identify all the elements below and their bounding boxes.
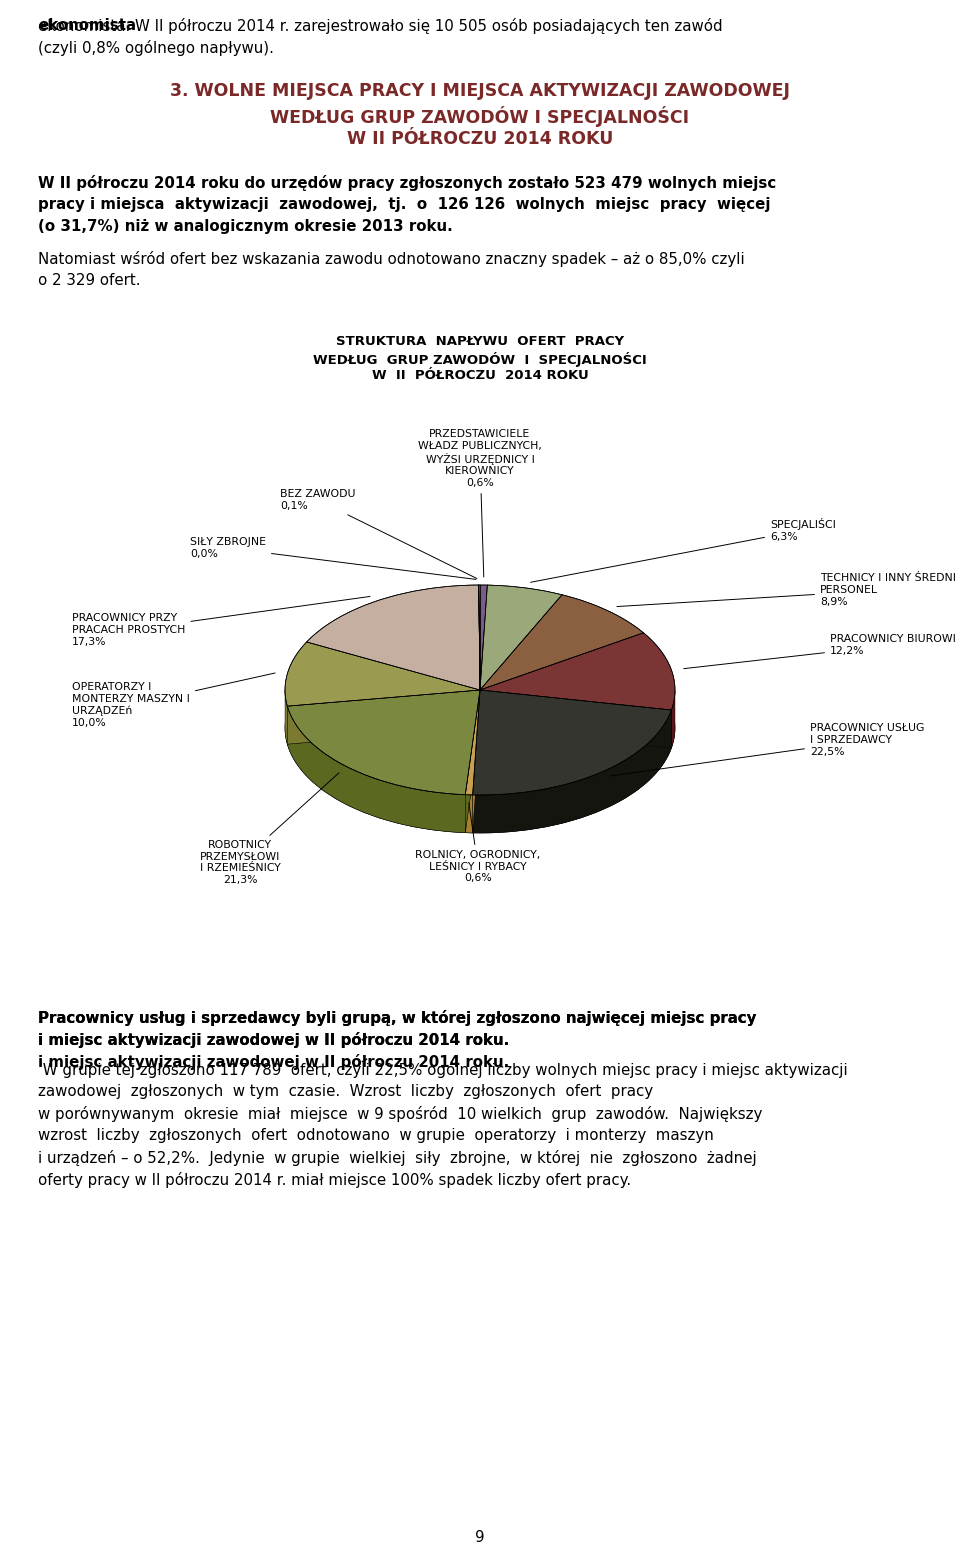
Text: PRZEDSTAWICIELE
WŁADZ PUBLICZNYCH,
WYŻSI URZĘDNICY I
KIEROWNICY
0,6%: PRZEDSTAWICIELE WŁADZ PUBLICZNYCH, WYŻSI… <box>418 430 542 578</box>
Text: ekonomista. W II półroczu 2014 r. zarejestrowało się 10 505 osób posiadających t: ekonomista. W II półroczu 2014 r. zareje… <box>38 19 723 34</box>
Text: i miejsc aktywizacji zawodowej w II półroczu 2014 roku.: i miejsc aktywizacji zawodowej w II półr… <box>38 1032 509 1048</box>
Text: oferty pracy w II półroczu 2014 r. miał miejsce 100% spadek liczby ofert pracy.: oferty pracy w II półroczu 2014 r. miał … <box>38 1172 631 1188</box>
Polygon shape <box>480 585 488 690</box>
Text: o 2 329 ofert.: o 2 329 ofert. <box>38 272 140 288</box>
Text: (o 31,7%) niż w analogicznym okresie 2013 roku.: (o 31,7%) niż w analogicznym okresie 201… <box>38 220 453 234</box>
Text: PRACOWNICY USŁUG
I SPRZEDAWCY
22,5%: PRACOWNICY USŁUG I SPRZEDAWCY 22,5% <box>610 724 924 775</box>
Text: wzrost  liczby  zgłoszonych  ofert  odnotowano  w grupie  operatorzy  i monterzy: wzrost liczby zgłoszonych ofert odnotowa… <box>38 1127 714 1143</box>
Text: i urządzeń – o 52,2%.  Jedynie  w grupie  wielkiej  siły  zbrojne,  w której  ni: i urządzeń – o 52,2%. Jedynie w grupie w… <box>38 1151 756 1166</box>
Text: w porównywanym  okresie  miał  miejsce  w 9 spośród  10 wielkich  grup  zawodów.: w porównywanym okresie miał miejsce w 9 … <box>38 1105 762 1123</box>
Text: 3. WOLNE MIEJSCA PRACY I MIEJSCA AKTYWIZACJI ZAWODOWEJ: 3. WOLNE MIEJSCA PRACY I MIEJSCA AKTYWIZ… <box>170 83 790 100</box>
Text: W grupie tej zgłoszono 117 789  ofert, czyli 22,5% ogólnej liczby wolnych miejsc: W grupie tej zgłoszono 117 789 ofert, cz… <box>38 1062 848 1077</box>
Polygon shape <box>480 690 671 747</box>
Text: SPECJALIŚCI
6,3%: SPECJALIŚCI 6,3% <box>531 518 836 582</box>
Polygon shape <box>287 690 480 744</box>
Polygon shape <box>287 690 480 794</box>
Text: ROBOTNICY
PRZEMYSŁOWI
I RZEMIEŚNICY
21,3%: ROBOTNICY PRZEMYSŁOWI I RZEMIEŚNICY 21,3… <box>200 772 339 884</box>
Text: ROLNICY, OGRODNICY,
LEŚNICY I RYBACY
0,6%: ROLNICY, OGRODNICY, LEŚNICY I RYBACY 0,6… <box>416 803 540 883</box>
Polygon shape <box>671 691 675 747</box>
Polygon shape <box>472 690 480 833</box>
Text: BEZ ZAWODU
0,1%: BEZ ZAWODU 0,1% <box>280 489 477 579</box>
Text: W II PÓŁROCZU 2014 ROKU: W II PÓŁROCZU 2014 ROKU <box>347 129 613 148</box>
Text: 9: 9 <box>475 1531 485 1545</box>
Polygon shape <box>479 585 480 690</box>
Polygon shape <box>480 595 643 690</box>
Text: zawodowej  zgłoszonych  w tym  czasie.  Wzrost  liczby  zgłoszonych  ofert  prac: zawodowej zgłoszonych w tym czasie. Wzro… <box>38 1084 653 1099</box>
Ellipse shape <box>285 623 675 833</box>
Text: Pracownicy usług i sprzedawcy byli grupą, w której zgłoszono najwięcej miejsc pr: Pracownicy usług i sprzedawcy byli grupą… <box>38 1010 756 1026</box>
Text: PRACOWNICY BIUROWI
12,2%: PRACOWNICY BIUROWI 12,2% <box>684 634 956 668</box>
Text: TECHNICY I INNY ŚREDNI
PERSONEL
8,9%: TECHNICY I INNY ŚREDNI PERSONEL 8,9% <box>617 573 956 607</box>
Polygon shape <box>306 585 480 690</box>
Text: ekonomista: ekonomista <box>38 19 136 33</box>
Text: i miejsc aktywizacji zawodowej w II półroczu 2014 roku.: i miejsc aktywizacji zawodowej w II półr… <box>38 1054 509 1070</box>
Polygon shape <box>285 690 287 744</box>
Text: pracy i miejsca  aktywizacji  zawodowej,  tj.  o  126 126  wolnych  miejsc  prac: pracy i miejsca aktywizacji zawodowej, t… <box>38 198 771 212</box>
Polygon shape <box>466 690 480 796</box>
Polygon shape <box>472 690 480 833</box>
Polygon shape <box>472 690 671 796</box>
Text: W II półroczu 2014 roku do urzędów pracy zgłoszonych zostało 523 479 wolnych mie: W II półroczu 2014 roku do urzędów pracy… <box>38 174 777 192</box>
Text: WEDŁUG GRUP ZAWODÓW I SPECJALNOŚCI: WEDŁUG GRUP ZAWODÓW I SPECJALNOŚCI <box>271 106 689 128</box>
Text: i miejsc aktywizacji zawodowej w II półroczu 2014 roku.: i miejsc aktywizacji zawodowej w II półr… <box>38 1032 509 1048</box>
Polygon shape <box>287 707 466 833</box>
Text: Pracownicy usług i sprzedawcy byli grupą, w której zgłoszono najwięcej miejsc pr: Pracownicy usług i sprzedawcy byli grupą… <box>38 1010 756 1026</box>
Polygon shape <box>479 585 480 690</box>
Polygon shape <box>480 632 675 710</box>
Polygon shape <box>466 690 480 833</box>
Text: OPERATORZY I
MONTERZY MASZYN I
URZĄDZEń
10,0%: OPERATORZY I MONTERZY MASZYN I URZĄDZEń … <box>72 673 276 727</box>
Text: SIŁY ZBROJNE
0,0%: SIŁY ZBROJNE 0,0% <box>190 537 476 579</box>
Polygon shape <box>466 794 472 833</box>
Text: Natomiast wśród ofert bez wskazania zawodu odnotowano znaczny spadek – aż o 85,0: Natomiast wśród ofert bez wskazania zawo… <box>38 251 745 266</box>
Polygon shape <box>285 641 480 707</box>
Polygon shape <box>480 585 562 690</box>
Polygon shape <box>472 710 671 833</box>
Text: PRACOWNICY PRZY
PRACACH PROSTYCH
17,3%: PRACOWNICY PRZY PRACACH PROSTYCH 17,3% <box>72 596 370 646</box>
Text: WEDŁUG  GRUP ZAWODÓW  I  SPECJALNOŚCI: WEDŁUG GRUP ZAWODÓW I SPECJALNOŚCI <box>313 352 647 367</box>
Text: W  II  PÓŁROCZU  2014 ROKU: W II PÓŁROCZU 2014 ROKU <box>372 369 588 381</box>
Polygon shape <box>287 690 480 744</box>
Text: (czyli 0,8% ogólnego napływu).: (czyli 0,8% ogólnego napływu). <box>38 40 274 56</box>
Text: STRUKTURA  NAPŁYWU  OFERT  PRACY: STRUKTURA NAPŁYWU OFERT PRACY <box>336 335 624 349</box>
Polygon shape <box>480 690 671 747</box>
Polygon shape <box>466 690 480 833</box>
